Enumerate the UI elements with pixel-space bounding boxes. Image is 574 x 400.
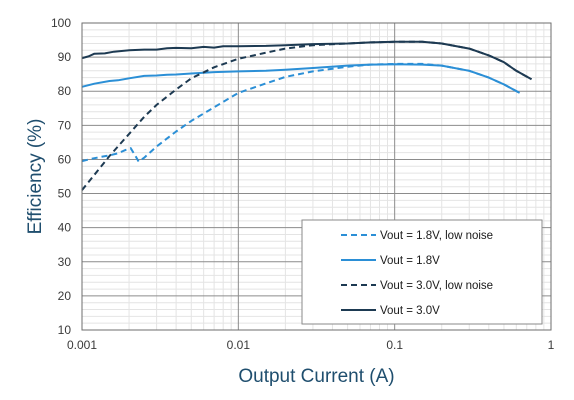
x-tick-label: 0.01 [227,338,251,352]
y-tick-label: 80 [58,84,72,98]
y-tick-label: 100 [51,16,71,30]
legend-label-3: Vout = 3.0V, low noise [380,280,493,292]
series-layer [81,40,532,191]
legend-label-1: Vout = 1.8V, low noise [380,230,493,242]
x-axis-title: Output Current (A) [238,366,394,387]
y-axis-title: Efficiency (%) [25,119,46,235]
series-line-2 [81,63,521,94]
legend-box [301,219,543,325]
y-tick-label: 30 [58,255,72,269]
y-tick-label: 90 [58,50,72,64]
y-tick-label: 20 [58,289,72,303]
x-tick-label: 0.001 [67,338,97,352]
y-tick-label: 50 [58,187,72,201]
y-tick-labels: 10 20 30 40 50 60 70 80 90 100 [51,16,71,337]
y-tick-label: 10 [58,323,72,337]
legend: Vout = 1.8V, low noise Vout = 1.8V Vout = … [301,219,543,325]
legend-label-4: Vout = 3.0V [380,305,440,317]
y-tick-label: 40 [58,221,72,235]
y-tick-label: 60 [58,152,72,166]
y-tick-label: 70 [58,118,72,132]
plot-frame [81,22,552,331]
series-line-4 [81,40,532,81]
legend-label-2: Vout = 1.8V [380,255,440,267]
x-tick-labels: 0.001 0.01 0.1 1 [67,338,555,352]
x-tick-label: 1 [548,338,555,352]
x-tick-label: 0.1 [386,338,403,352]
